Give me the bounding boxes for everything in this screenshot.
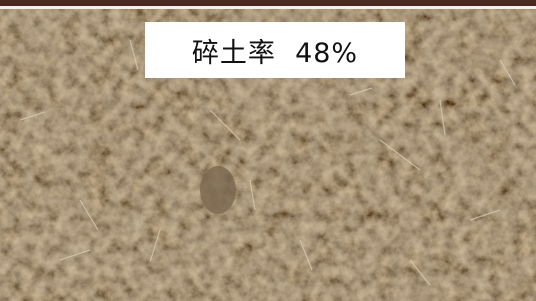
top-strip	[0, 0, 536, 6]
top-line	[0, 6, 536, 9]
clod	[200, 166, 236, 214]
page: 碎土率 48% {"label": "碎土率 48%"} (() => { co…	[0, 0, 536, 301]
label-text: 碎土率 48%	[192, 31, 358, 70]
label-box: 碎土率 48%	[145, 22, 405, 78]
